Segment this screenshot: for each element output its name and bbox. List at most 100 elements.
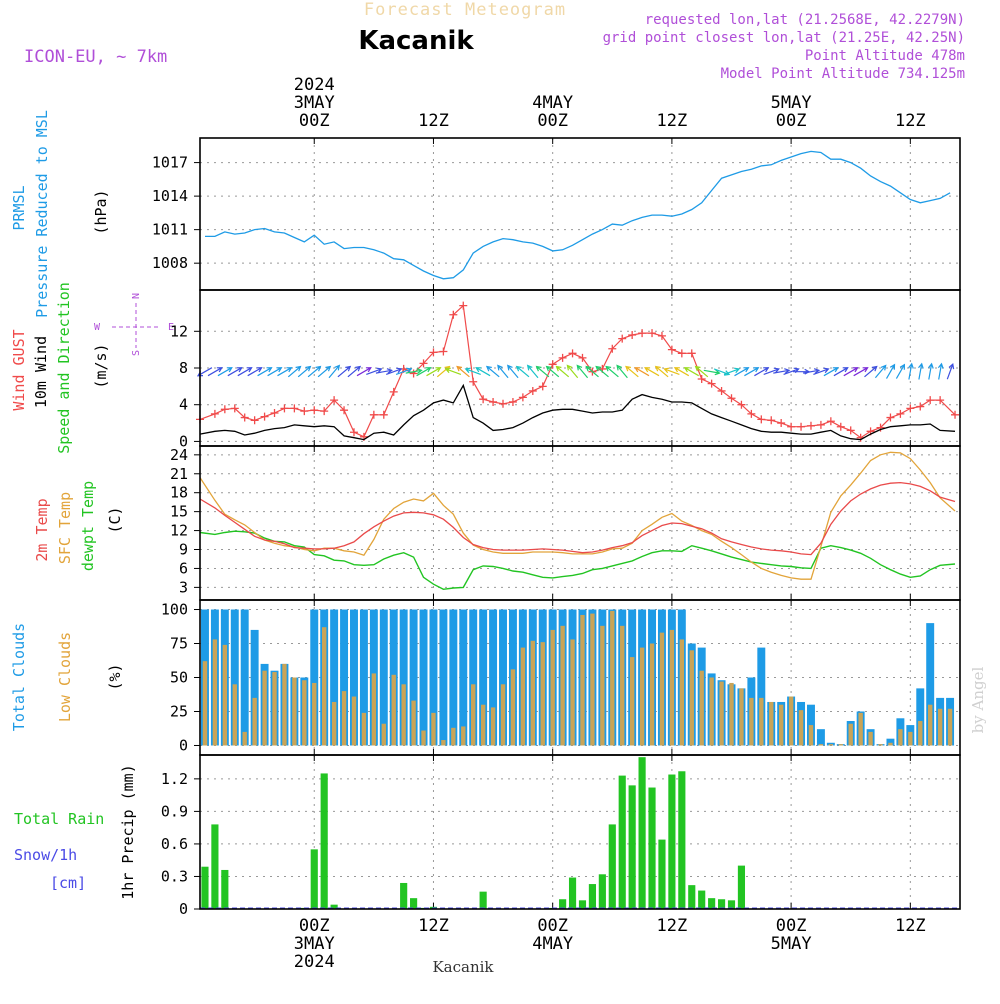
wind-direction-arrow bbox=[207, 367, 223, 377]
rain-bar bbox=[588, 884, 596, 909]
rain-bar bbox=[320, 773, 328, 909]
grid-point-coordinates: grid point closest lon,lat (21.25E, 42.2… bbox=[603, 30, 965, 46]
temperature-axis-labels: 2m Temp SFC Temp dewpt Temp (C) bbox=[33, 481, 124, 571]
rain-bar bbox=[708, 898, 716, 909]
gust-marker bbox=[469, 377, 478, 386]
wind-direction-arrow bbox=[864, 365, 878, 378]
rain-bar bbox=[330, 904, 338, 909]
pressure-panel: 1008 1011 1014 1017 bbox=[152, 137, 961, 291]
total-clouds-bar bbox=[359, 609, 368, 746]
rain-bar bbox=[648, 787, 656, 909]
low-clouds-bar bbox=[411, 700, 416, 746]
precip-ytick-label: 0 bbox=[179, 900, 188, 918]
precip-frame bbox=[199, 754, 961, 910]
gust-marker bbox=[936, 396, 945, 405]
pressure-ytick-label: 1014 bbox=[152, 187, 188, 205]
temperature-ytick-label: 6 bbox=[179, 559, 188, 577]
rain-bar bbox=[717, 899, 726, 909]
wind-direction-arrow bbox=[744, 367, 760, 377]
wind-compass: N S W E bbox=[94, 293, 174, 356]
rain-bar bbox=[668, 774, 676, 909]
precip-label-snow: Snow/1h bbox=[14, 846, 77, 864]
wind-direction-arrow bbox=[337, 365, 352, 378]
wind-direction-arrow bbox=[874, 364, 887, 379]
wind-direction-arrow bbox=[444, 367, 462, 375]
gust-marker bbox=[479, 395, 488, 404]
wind-direction-arrow bbox=[644, 367, 660, 377]
requested-coordinates: requested lon,lat (21.2568E, 42.2279N) bbox=[645, 12, 965, 28]
low-clouds-bar bbox=[351, 696, 357, 746]
model-point-altitude: Model Point Altitude 734.125m bbox=[721, 66, 965, 82]
gust-marker bbox=[369, 410, 378, 419]
gust-marker bbox=[260, 412, 269, 421]
wind-direction-arrow bbox=[366, 367, 383, 375]
rain-bar bbox=[727, 900, 736, 909]
top-axis-label: 00Z bbox=[537, 111, 568, 131]
low-clouds-bar bbox=[421, 730, 426, 746]
temp-unit: (C) bbox=[106, 506, 124, 533]
compass-north: N bbox=[131, 293, 142, 299]
low-clouds-bar bbox=[937, 708, 943, 746]
top-axis-label: 00Z bbox=[299, 111, 330, 131]
gust-marker bbox=[250, 416, 259, 425]
gust-marker bbox=[379, 410, 388, 419]
temperature-ytick-label: 12 bbox=[170, 522, 188, 540]
wind-direction-arrow bbox=[895, 363, 906, 379]
gust-series-line bbox=[199, 304, 956, 439]
low-clouds-bar bbox=[401, 684, 406, 746]
footer-station: Kacanik bbox=[432, 958, 494, 976]
wind-label-10m: 10m Wind bbox=[32, 336, 50, 408]
top-axis-label: 12Z bbox=[657, 111, 688, 131]
wind-direction-arrow bbox=[908, 362, 914, 380]
low-clouds-bar bbox=[530, 640, 535, 746]
rain-bar bbox=[598, 874, 606, 909]
low-clouds-bar bbox=[769, 701, 774, 746]
rain-bar bbox=[400, 882, 408, 909]
bottom-axis-label: 12Z bbox=[657, 916, 688, 936]
pressure-label-msl: Pressure Reduced to MSL bbox=[33, 110, 51, 318]
wind-direction-arrow bbox=[277, 367, 293, 377]
wind-direction-arrow bbox=[416, 367, 432, 377]
low-clouds-bar bbox=[570, 639, 575, 746]
low-clouds-bar bbox=[629, 657, 635, 746]
wind-direction-arrow bbox=[723, 367, 741, 375]
bottom-axis-label: 2024 bbox=[294, 952, 335, 972]
low-clouds-bar bbox=[312, 682, 317, 746]
low-clouds-bar bbox=[202, 661, 208, 746]
gust-marker bbox=[677, 349, 686, 358]
low-clouds-bar bbox=[580, 614, 585, 746]
clouds-panel: 0 25 50 75 100 bbox=[161, 599, 961, 756]
wind-direction-arrow bbox=[566, 364, 579, 379]
bottom-axis-label: 00Z bbox=[537, 916, 568, 936]
top-axis-label: 12Z bbox=[895, 111, 926, 131]
gust-marker bbox=[836, 422, 845, 431]
wind-unit: (m/s) bbox=[92, 343, 110, 388]
low-clouds-bar bbox=[679, 639, 685, 746]
pressure-unit: (hPa) bbox=[92, 189, 110, 234]
precip-axis-labels: Total Rain Snow/1h [cm] 1hr Precip (mm) bbox=[14, 764, 137, 899]
wind-direction-arrow bbox=[217, 367, 233, 377]
gust-marker bbox=[667, 345, 676, 354]
low-clouds-bar bbox=[908, 731, 913, 746]
total-clouds-bar bbox=[350, 609, 358, 746]
gust-marker bbox=[816, 420, 825, 429]
wind-direction-arrow bbox=[317, 365, 332, 378]
low-clouds-bar bbox=[520, 647, 526, 746]
wind-direction-arrow bbox=[853, 367, 869, 377]
total-clouds-bar bbox=[379, 609, 388, 746]
gust-marker bbox=[210, 409, 219, 418]
gust-marker bbox=[951, 410, 960, 419]
low-clouds-bar bbox=[808, 725, 814, 746]
watermark-by-angel: by Angel bbox=[969, 666, 987, 733]
wind-direction-arrow bbox=[426, 367, 442, 377]
wind-direction-arrow bbox=[497, 364, 509, 379]
low-clouds-bar bbox=[729, 682, 734, 746]
clouds-axis-labels: Total Clouds Low Clouds (%) bbox=[10, 623, 124, 731]
total-clouds-bar bbox=[429, 609, 438, 746]
wind-direction-arrow bbox=[802, 368, 821, 374]
total-clouds-bar bbox=[449, 609, 458, 746]
clouds-ytick-label: 0 bbox=[179, 736, 188, 754]
wind-direction-arrow bbox=[555, 365, 570, 378]
rain-bar bbox=[628, 785, 636, 909]
clouds-ytick-label: 75 bbox=[170, 635, 188, 653]
